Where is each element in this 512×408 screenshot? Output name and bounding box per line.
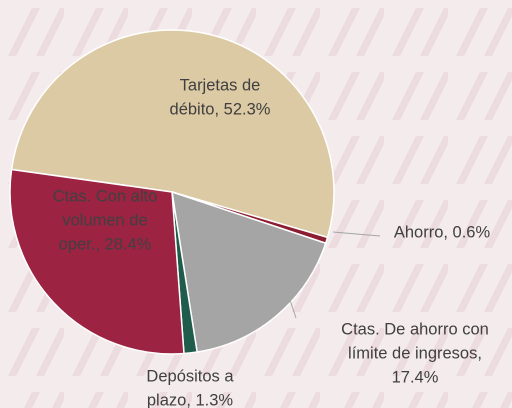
pie-slice — [171, 190, 327, 353]
data-label: Ctas. De ahorro con — [341, 320, 489, 338]
data-label: Ahorro, 0.6% — [394, 223, 491, 241]
pie-slice — [10, 29, 335, 239]
data-label: 17.4% — [392, 368, 439, 386]
data-label: oper., 28.4% — [59, 235, 152, 253]
data-label: Depósitos a — [146, 367, 234, 385]
data-label: Ctas. Con alto — [53, 187, 158, 205]
data-label: plazo, 1.3% — [147, 391, 234, 408]
leader-line — [332, 231, 381, 237]
pie-slice — [9, 168, 185, 355]
data-label: volumen de — [62, 211, 147, 229]
data-label: débito, 52.3% — [170, 100, 271, 118]
leader-line — [289, 299, 297, 319]
data-label: Tarjetas de — [180, 76, 261, 94]
data-label: límite de ingresos, — [348, 344, 482, 362]
